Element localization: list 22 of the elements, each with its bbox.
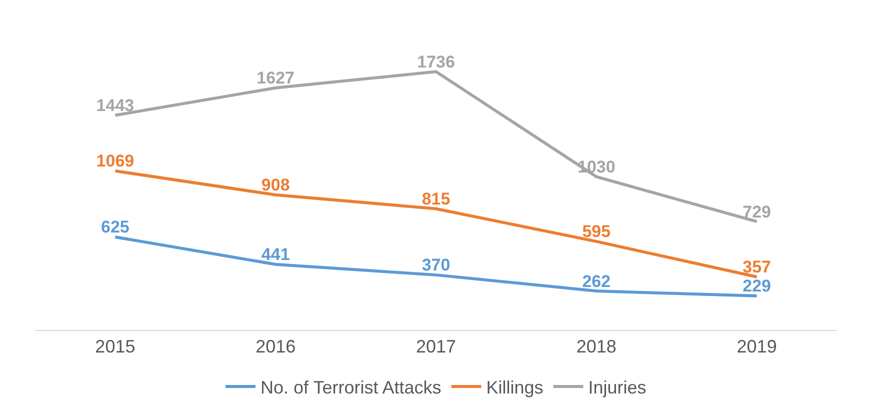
data-label: 1069	[96, 152, 134, 171]
data-label: 370	[422, 256, 450, 275]
data-label: 1627	[256, 68, 295, 88]
data-label: 595	[582, 222, 611, 242]
x-tick-label: 2019	[736, 336, 777, 357]
data-label: 815	[422, 189, 450, 208]
data-label: 1736	[417, 52, 455, 72]
data-label: 908	[261, 176, 290, 195]
x-tick-label: 2016	[256, 336, 296, 357]
data-label: 357	[742, 258, 771, 277]
data-label: 1443	[96, 96, 134, 116]
data-label: 625	[101, 218, 130, 237]
x-tick-label: 2015	[95, 336, 136, 357]
data-label: 229	[742, 276, 771, 296]
legend-label: Injuries	[588, 378, 646, 398]
legend-label: No. of Terrorist Attacks	[260, 378, 442, 398]
data-label: 729	[742, 202, 771, 222]
data-label: 262	[582, 272, 611, 291]
legend-label: Killings	[486, 378, 544, 398]
x-tick-label: 2017	[416, 336, 456, 357]
data-label: 441	[261, 245, 290, 264]
x-tick-label: 2018	[576, 336, 616, 357]
